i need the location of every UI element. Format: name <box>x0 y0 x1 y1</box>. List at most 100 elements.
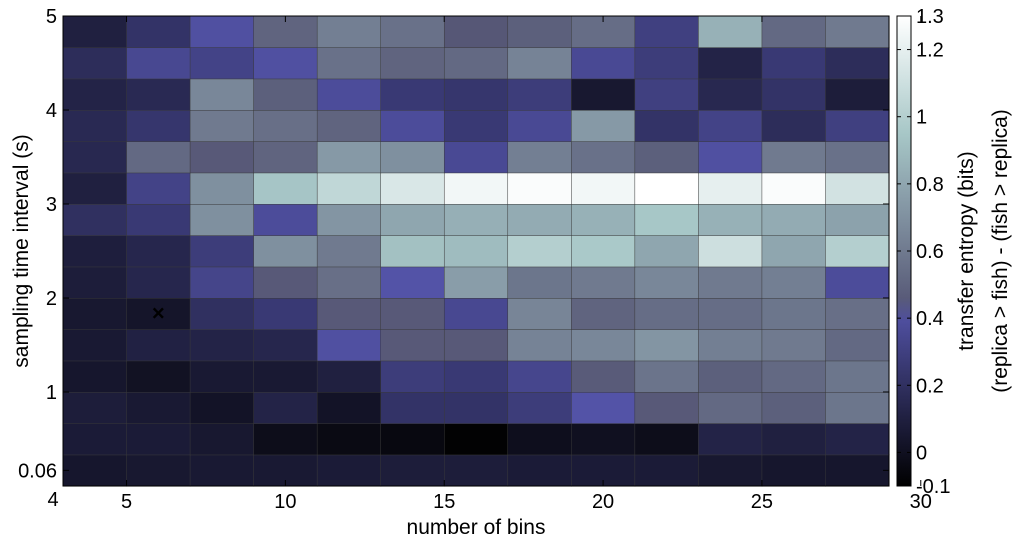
heatmap-cell <box>507 391 572 424</box>
marker-x: × <box>152 301 165 326</box>
heatmap-cell <box>825 109 890 142</box>
heatmap-cell <box>380 360 445 393</box>
heatmap-cell <box>62 423 128 456</box>
heatmap-cell <box>571 297 636 330</box>
heatmap-cell <box>698 266 763 299</box>
heatmap-cell <box>443 109 509 142</box>
heatmap-cell <box>571 141 636 174</box>
heatmap-cell <box>825 423 890 456</box>
heatmap-cell <box>316 360 382 393</box>
colorbar-label-line1: transfer entropy (bits) <box>955 151 978 351</box>
heatmap-cell <box>443 454 509 487</box>
heatmap-cell <box>761 391 827 424</box>
heatmap-cell <box>189 266 255 299</box>
colorbar-tick-label: 1.2 <box>916 40 944 62</box>
heatmap-cell <box>507 454 572 487</box>
heatmap-cell <box>634 360 699 393</box>
heatmap-cell <box>316 266 382 299</box>
heatmap-cell <box>380 47 445 80</box>
heatmap-cell <box>253 329 318 362</box>
heatmap-cell <box>571 203 636 236</box>
heatmap-cell <box>126 329 191 362</box>
heatmap-cell <box>634 203 699 236</box>
heatmap-cell <box>507 47 572 80</box>
heatmap-cell <box>443 297 509 330</box>
y-axis-label: sampling time interval (s) <box>10 134 33 367</box>
heatmap-cell <box>698 297 763 330</box>
heatmap-cell <box>126 47 191 80</box>
heatmap-cell <box>62 297 128 330</box>
heatmap-cell <box>62 454 128 487</box>
heatmap-cell <box>316 423 382 456</box>
x-tick-label: 15 <box>433 491 455 513</box>
heatmap-cell <box>316 297 382 330</box>
heatmap-cell <box>189 297 255 330</box>
heatmap-cell <box>253 203 318 236</box>
heatmap-cell <box>571 109 636 142</box>
heatmap-cell <box>126 454 191 487</box>
heatmap-cell <box>126 391 191 424</box>
heatmap-cell <box>825 203 890 236</box>
heatmap-cell <box>253 47 318 80</box>
heatmap-cell <box>253 360 318 393</box>
heatmap-cell <box>571 391 636 424</box>
colorbar-label-line2: (replica > fish) - (fish > replica) <box>989 109 1012 393</box>
heatmap-cell <box>761 109 827 142</box>
marker-layer: × <box>152 301 165 326</box>
heatmap-cell <box>443 15 509 48</box>
heatmap-cell <box>62 391 128 424</box>
heatmap-cell <box>316 109 382 142</box>
colorbar-tick-label: 0.4 <box>916 308 944 330</box>
heatmap-cell <box>571 235 636 268</box>
heatmap-cell <box>825 172 890 205</box>
heatmap-cell <box>571 172 636 205</box>
heatmap-cell <box>62 235 128 268</box>
heatmap-cell <box>126 15 191 48</box>
heatmap-cell <box>825 15 890 48</box>
heatmap-cell <box>189 47 255 80</box>
heatmap-cell <box>634 78 699 111</box>
heatmap-cell <box>761 266 827 299</box>
heatmap-cell <box>253 391 318 424</box>
heatmap-cell <box>380 329 445 362</box>
heatmap-cell <box>825 47 890 80</box>
heatmap-cell <box>634 297 699 330</box>
heatmap-cell <box>571 329 636 362</box>
heatmap-cell <box>380 141 445 174</box>
heatmap-cell <box>634 454 699 487</box>
heatmap-cell <box>62 360 128 393</box>
heatmap-cell <box>443 235 509 268</box>
heatmap-cell <box>126 360 191 393</box>
heatmap-cell <box>62 329 128 362</box>
heatmap-cell <box>634 109 699 142</box>
heatmap-cell <box>316 235 382 268</box>
heatmap-cell <box>761 141 827 174</box>
heatmap-cell <box>571 360 636 393</box>
heatmap-cell <box>316 47 382 80</box>
heatmap-cell <box>316 141 382 174</box>
heatmap-cell <box>507 266 572 299</box>
heatmap-cell <box>698 360 763 393</box>
heatmap-cell <box>507 203 572 236</box>
colorbar-tick-label: 1 <box>916 107 927 129</box>
heatmap-cell <box>507 235 572 268</box>
heatmap-cell <box>253 109 318 142</box>
y-tick-label: 1 <box>46 382 57 404</box>
heatmap-cell <box>761 47 827 80</box>
heatmap-cell <box>189 15 255 48</box>
heatmap-cell <box>634 141 699 174</box>
heatmap-cell <box>380 454 445 487</box>
heatmap-cell <box>316 172 382 205</box>
heatmap-cell <box>634 235 699 268</box>
y-tick-label: 0.06 <box>18 460 57 482</box>
heatmap-cell <box>761 15 827 48</box>
heatmap-cell <box>189 109 255 142</box>
heatmap-cell <box>571 47 636 80</box>
heatmap-cell <box>316 203 382 236</box>
colorbar-ticks: -0.1 0 0.2 0.4 0.6 0.8 1 1.2 1.3 <box>897 6 950 498</box>
heatmap-cell <box>634 391 699 424</box>
heatmap-cell <box>443 78 509 111</box>
heatmap-cell <box>825 235 890 268</box>
x-tick-label: 20 <box>592 491 614 513</box>
heatmap-cell <box>62 141 128 174</box>
